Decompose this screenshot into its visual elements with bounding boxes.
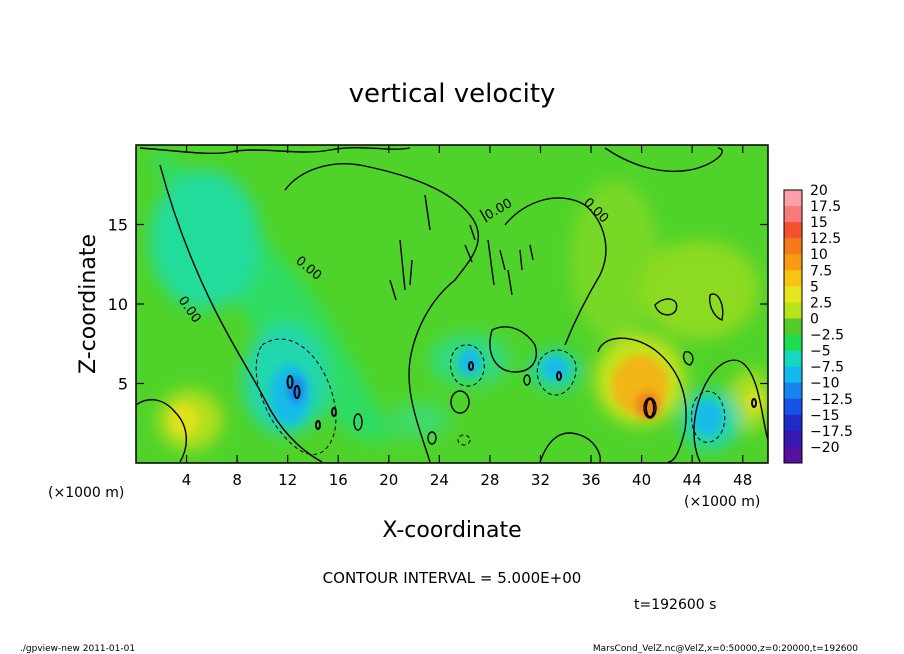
colorbar-label: −12.5 (810, 392, 853, 408)
colorbar-label: −7.5 (810, 360, 844, 376)
strong-contours (286, 361, 757, 430)
colorbar-label: 17.5 (810, 199, 841, 215)
y-tick-label: 5 (118, 375, 128, 394)
x-tick-label: 48 (733, 471, 752, 489)
x-tick-label: 8 (232, 471, 242, 489)
colorbar-label: 2.5 (810, 295, 832, 311)
colorbar-label: 10 (810, 247, 828, 263)
x-tick-label: 36 (581, 471, 600, 489)
y-axis-label: Z-coordinate (76, 234, 101, 374)
colorbar-label: −17.5 (810, 424, 853, 440)
colorbar-label: −15 (810, 408, 840, 424)
colorbar-swatch (784, 318, 802, 336)
colorbar-swatch (784, 190, 802, 207)
x-axis-label: X-coordinate (382, 518, 521, 543)
colorbar-label: 12.5 (810, 231, 841, 247)
colorbar-label: 7.5 (810, 263, 832, 279)
x-tick-label: 16 (329, 471, 348, 489)
colorbar-swatch (784, 222, 802, 239)
footer-right: MarsCond_VelZ.nc@VelZ,x=0:50000,z=0:2000… (593, 644, 858, 654)
colorbar-swatch (784, 206, 802, 223)
contour-interval-text: CONTOUR INTERVAL = 5.000E+00 (323, 569, 582, 587)
negative-contours (255, 338, 726, 455)
colorbar-label: 15 (810, 215, 828, 231)
chart-title: vertical velocity (349, 79, 556, 109)
colorbar-swatch (784, 414, 802, 432)
footer-left: ./gpview-new 2011-01-01 (20, 644, 135, 654)
colorbar-swatch (784, 270, 802, 287)
y-tick-label: 10 (108, 295, 128, 314)
time-text: t=192600 s (634, 597, 716, 613)
y-axis-ticks: 5 10 15 (108, 216, 768, 394)
colorbar-frame (783, 189, 803, 464)
x-tick-label: 12 (278, 471, 297, 489)
colorbar: 2017.51512.5107.552.50−2.5−5−7.5−10−12.5… (783, 183, 853, 464)
x-tick-label: 24 (430, 471, 449, 489)
x-tick-label: 40 (632, 471, 651, 489)
colorbar-swatch (784, 254, 802, 271)
x-tick-label: 44 (683, 471, 702, 489)
x-axis-unit-left: (×1000 m) (48, 485, 124, 501)
colorbar-swatch (784, 302, 802, 319)
colorbar-swatch (784, 350, 802, 368)
colorbar-swatch (784, 366, 802, 384)
plot-area: 0.00 0.00 0.00 0.00 (136, 145, 768, 463)
zero-contours (136, 146, 768, 463)
colorbar-swatch (784, 382, 802, 400)
colorbar-swatch (784, 334, 802, 352)
y-tick-label: 15 (108, 216, 128, 235)
colorbar-label: 20 (810, 183, 828, 199)
colorbar-label: −5 (810, 344, 831, 360)
colorbar-swatch (784, 286, 802, 303)
colorbar-label: −2.5 (810, 328, 844, 344)
colorbar-swatch (784, 446, 802, 464)
colorbar-swatch (784, 398, 802, 416)
field-shading (150, 150, 768, 450)
x-tick-label: 28 (480, 471, 499, 489)
x-tick-label: 20 (379, 471, 398, 489)
colorbar-swatch (784, 430, 802, 448)
colorbar-swatch (784, 238, 802, 255)
x-axis-ticks: 4 8 12 16 20 24 28 32 36 40 44 48 (182, 145, 752, 489)
x-tick-label: 32 (531, 471, 550, 489)
x-axis-unit-right: (×1000 m) (684, 494, 760, 510)
x-tick-label: 4 (182, 471, 192, 489)
colorbar-label: −10 (810, 376, 840, 392)
colorbar-label: 0 (810, 311, 819, 327)
colorbar-label: −20 (810, 440, 840, 456)
colorbar-label: 5 (810, 279, 819, 295)
